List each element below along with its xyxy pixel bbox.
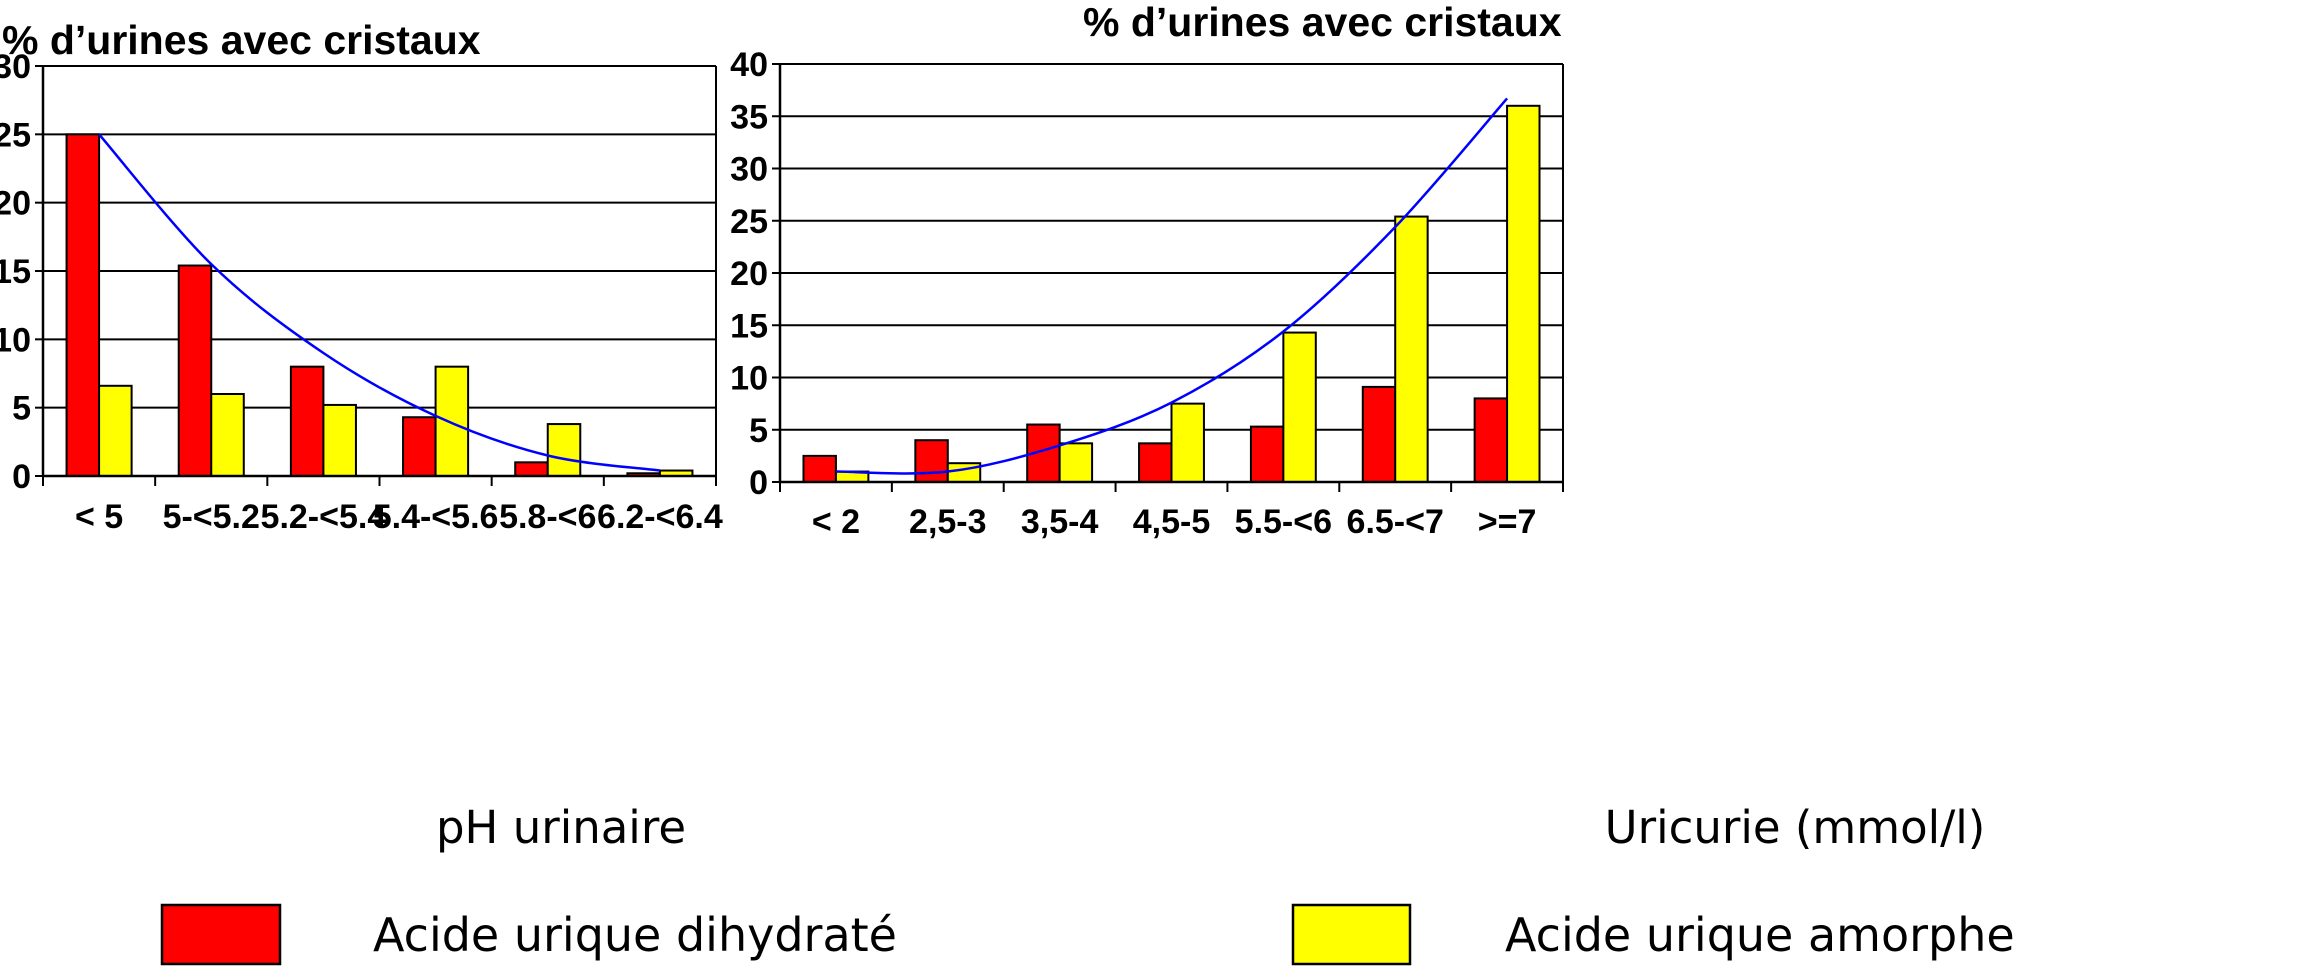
legend-swatch-amorphe (1291, 903, 1412, 966)
chart-ph-bar-amorphe (98, 384, 133, 477)
chart-uricurie-ytick-label: 30 (730, 151, 768, 189)
chart-uricurie-ytick-label: 35 (730, 98, 768, 136)
chart-uricurie-trendline (835, 97, 1509, 475)
chart-ph-xtick-label: 6.2-<6.4 (597, 498, 723, 536)
chart-ph-xtick-label: 5.2-<5.4 (261, 498, 387, 536)
chart-uricurie-ytick-label: 40 (730, 46, 768, 84)
chart-ph-bar-dihydrate (289, 365, 325, 477)
chart-ph-bar-dihydrate (65, 133, 101, 477)
chart-ph-ticks: 0 5 10 15 20 25 30 < 5 5-<5.2 5.2-<5.45.4-<5.6 5.8… (0, 48, 723, 536)
chart-ph-trendline (98, 133, 661, 472)
chart-uricurie-bar-dihydrate (802, 454, 837, 483)
chart-ph-bar-amorphe (322, 403, 357, 477)
chart-uricurie-bar-dihydrate (914, 439, 949, 484)
chart-ph-xtick-label: 5.8-<6 (499, 498, 596, 536)
chart-uricurie-xtick-label: 3,5-4 (1021, 503, 1099, 541)
chart-ph-bar-dihydrate (177, 264, 213, 477)
chart-ph-bar-dihydrate (402, 416, 437, 478)
chart-ph: % d’urines avec cristaux 0 5 10 15 20 25 30 < 5… (0, 17, 723, 854)
chart-uricurie-ytick-label: 25 (730, 203, 768, 241)
chart-ph-axes (35, 65, 717, 486)
chart-uricurie-ytick-label: 20 (730, 255, 768, 293)
chart-uricurie-bar-amorphe (1058, 442, 1094, 483)
chart-ph-ytick-label: 25 (0, 116, 31, 154)
chart-uricurie-ytick-label: 5 (749, 412, 768, 450)
chart-uricurie-xtick-label: 4,5-5 (1133, 503, 1211, 541)
chart-uricurie-ytick-label: 10 (730, 360, 768, 398)
chart-ph-grid (43, 65, 716, 477)
chart-uricurie-bar-amorphe (1506, 104, 1541, 484)
chart-ph-xtick-label: < 5 (75, 498, 123, 536)
chart-uricurie-xtick-label: >=7 (1478, 503, 1537, 541)
chart-uricurie-ticks: 0 5 10 15 20 25 30 35 40 < 2 2,5-3 3,5-4 4,5-5 5.5-<6… (730, 46, 1536, 541)
chart-ph-ytick-label: 10 (0, 321, 31, 359)
chart-uricurie-bar-dihydrate (1249, 425, 1285, 483)
chart-ph-ytick-label: 15 (0, 253, 31, 291)
chart-uricurie-ytick-label: 0 (749, 464, 768, 502)
legend-swatch-dihydrate (160, 903, 282, 966)
chart-uricurie-xtick-label: 2,5-3 (909, 503, 987, 541)
chart-uricurie-bar-dihydrate (1361, 385, 1397, 483)
chart-ph-xtick-label: 5-<5.2 (163, 498, 260, 536)
chart-uricurie-ylabel: % d’urines avec cristaux (1083, 0, 1562, 45)
chart-ph-ytick-label: 5 (12, 390, 31, 428)
chart-uricurie-axes (772, 63, 1564, 492)
chart-ph-bar-amorphe (434, 365, 470, 477)
chart-ph-bar-amorphe (546, 423, 582, 478)
chart-ph-bar-dihydrate (514, 461, 549, 478)
chart-ph-xtick-label: 5.4-<5.6 (373, 498, 499, 536)
chart-uricurie-bar-dihydrate (1473, 397, 1509, 483)
chart-uricurie-ytick-label: 15 (730, 307, 768, 345)
legend-label-dihydrate: Acide urique dihydraté (373, 908, 897, 962)
chart-uricurie-xlabel: Uricurie (mmol/l) (1605, 801, 1986, 854)
chart-ph-ylabel: % d’urines avec cristaux (2, 17, 481, 63)
chart-uricurie-xtick-label: < 2 (812, 503, 860, 541)
chart-uricurie-xtick-label: 6.5-<7 (1347, 503, 1444, 541)
legend-label-amorphe: Acide urique amorphe (1505, 908, 2015, 962)
legend: Acide urique dihydraté Acide urique amor… (160, 903, 2015, 966)
chart-ph-ytick-label: 0 (12, 458, 31, 496)
chart-uricurie-bar-amorphe (1170, 402, 1205, 483)
chart-ph-bar-amorphe (210, 393, 245, 477)
chart-uricurie-bar-amorphe (1394, 215, 1429, 483)
chart-uricurie-bar-amorphe (1282, 331, 1317, 483)
chart-ph-xlabel: pH urinaire (436, 801, 686, 854)
chart-ph-ytick-label: 20 (0, 185, 31, 223)
chart-uricurie: % d’urines avec cristaux 0 5 10 15 20 25 30 35 4… (730, 0, 1985, 854)
chart-uricurie-bar-dihydrate (1138, 442, 1173, 483)
chart-uricurie-trend-curve (835, 97, 1509, 475)
chart-ph-ytick-label: 30 (0, 48, 31, 86)
chart-uricurie-bars (802, 104, 1541, 484)
chart-ph-bars (65, 133, 694, 478)
chart-ph-trend-curve (98, 133, 661, 472)
chart-uricurie-xtick-label: 5.5-<6 (1235, 503, 1332, 541)
